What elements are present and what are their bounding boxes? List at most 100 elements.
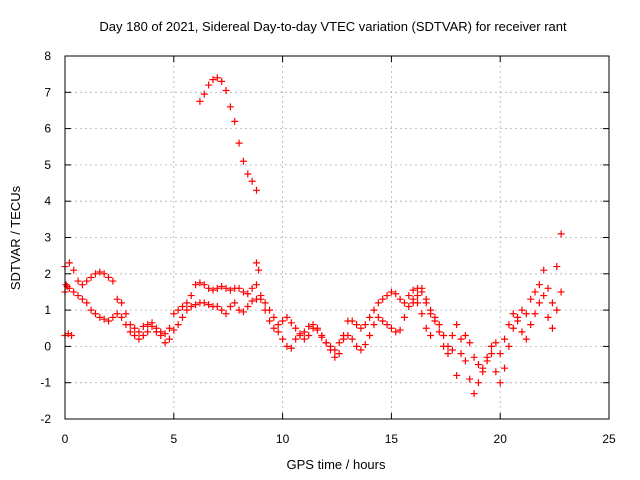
data-point	[405, 292, 413, 300]
data-point	[474, 379, 482, 387]
x-tick-label: 5	[170, 432, 177, 446]
data-point	[65, 259, 73, 267]
data-point	[457, 335, 465, 343]
data-point	[427, 306, 435, 314]
data-point	[379, 295, 387, 303]
data-point	[78, 281, 86, 289]
data-point	[252, 259, 260, 267]
data-point	[448, 332, 456, 340]
data-point	[553, 306, 561, 314]
data-point	[187, 302, 195, 310]
data-point	[427, 332, 435, 340]
data-point	[235, 139, 243, 147]
data-point	[487, 350, 495, 358]
data-point	[100, 270, 108, 278]
series-3	[61, 259, 263, 340]
data-point	[501, 364, 509, 372]
data-point	[118, 299, 126, 307]
data-point	[470, 390, 478, 398]
data-point	[318, 333, 326, 341]
y-tick-label: 8	[44, 49, 51, 63]
data-point	[440, 332, 448, 340]
data-point	[218, 77, 226, 85]
x-tick-label: 15	[385, 432, 399, 446]
data-point	[309, 324, 317, 332]
data-point	[461, 332, 469, 340]
data-point	[279, 317, 287, 325]
data-point	[387, 288, 395, 296]
data-point	[239, 288, 247, 296]
y-tick-label: 2	[44, 267, 51, 281]
data-point	[152, 328, 160, 336]
data-point	[331, 353, 339, 361]
series-0	[196, 74, 260, 194]
data-point	[222, 86, 230, 94]
data-point	[392, 328, 400, 336]
data-point	[540, 266, 548, 274]
x-axis-ticks: 0 5 10 15 20 25	[62, 56, 616, 446]
data-point	[113, 310, 121, 318]
data-point	[183, 306, 191, 314]
data-point	[270, 324, 278, 332]
data-point	[266, 317, 274, 325]
data-point	[300, 335, 308, 343]
data-point	[344, 332, 352, 340]
data-point	[535, 281, 543, 289]
data-point	[287, 319, 295, 327]
y-tick-label: 7	[44, 85, 51, 99]
data-point	[196, 97, 204, 105]
data-point	[192, 281, 200, 289]
series-5	[453, 288, 565, 379]
data-point	[135, 335, 143, 343]
data-point	[522, 310, 530, 318]
data-point	[205, 81, 213, 89]
data-point	[105, 273, 113, 281]
data-point	[292, 324, 300, 332]
x-tick-label: 0	[62, 432, 69, 446]
data-point	[135, 328, 143, 336]
data-point	[522, 335, 530, 343]
data-point	[396, 326, 404, 334]
data-point	[170, 310, 178, 318]
data-point	[170, 326, 178, 334]
data-point	[252, 295, 260, 303]
data-point	[235, 284, 243, 292]
data-point	[161, 339, 169, 347]
data-point	[387, 324, 395, 332]
data-point	[200, 281, 208, 289]
data-point	[448, 346, 456, 354]
data-point	[209, 76, 217, 84]
data-point	[405, 302, 413, 310]
data-point	[544, 284, 552, 292]
data-point	[109, 277, 117, 285]
data-point	[348, 335, 356, 343]
data-point	[553, 263, 561, 271]
data-point	[226, 286, 234, 294]
data-point	[518, 328, 526, 336]
data-point	[96, 313, 104, 321]
x-tick-label: 20	[494, 432, 508, 446]
data-point	[361, 341, 369, 349]
data-point	[165, 335, 173, 343]
data-point	[179, 302, 187, 310]
data-point	[418, 310, 426, 318]
y-tick-label: 4	[44, 194, 51, 208]
data-point	[326, 342, 334, 350]
data-point	[266, 306, 274, 314]
data-point	[270, 313, 278, 321]
data-point	[353, 342, 361, 350]
data-point	[548, 299, 556, 307]
y-tick-label: -1	[40, 376, 51, 390]
data-point	[557, 288, 565, 296]
data-point	[531, 310, 539, 318]
data-point	[248, 284, 256, 292]
data-point	[374, 313, 382, 321]
series-1	[61, 259, 456, 361]
data-point	[509, 310, 517, 318]
data-point	[83, 299, 91, 307]
data-point	[83, 277, 91, 285]
data-point	[322, 339, 330, 347]
data-point	[226, 103, 234, 111]
data-point	[62, 281, 70, 289]
data-point	[255, 266, 263, 274]
